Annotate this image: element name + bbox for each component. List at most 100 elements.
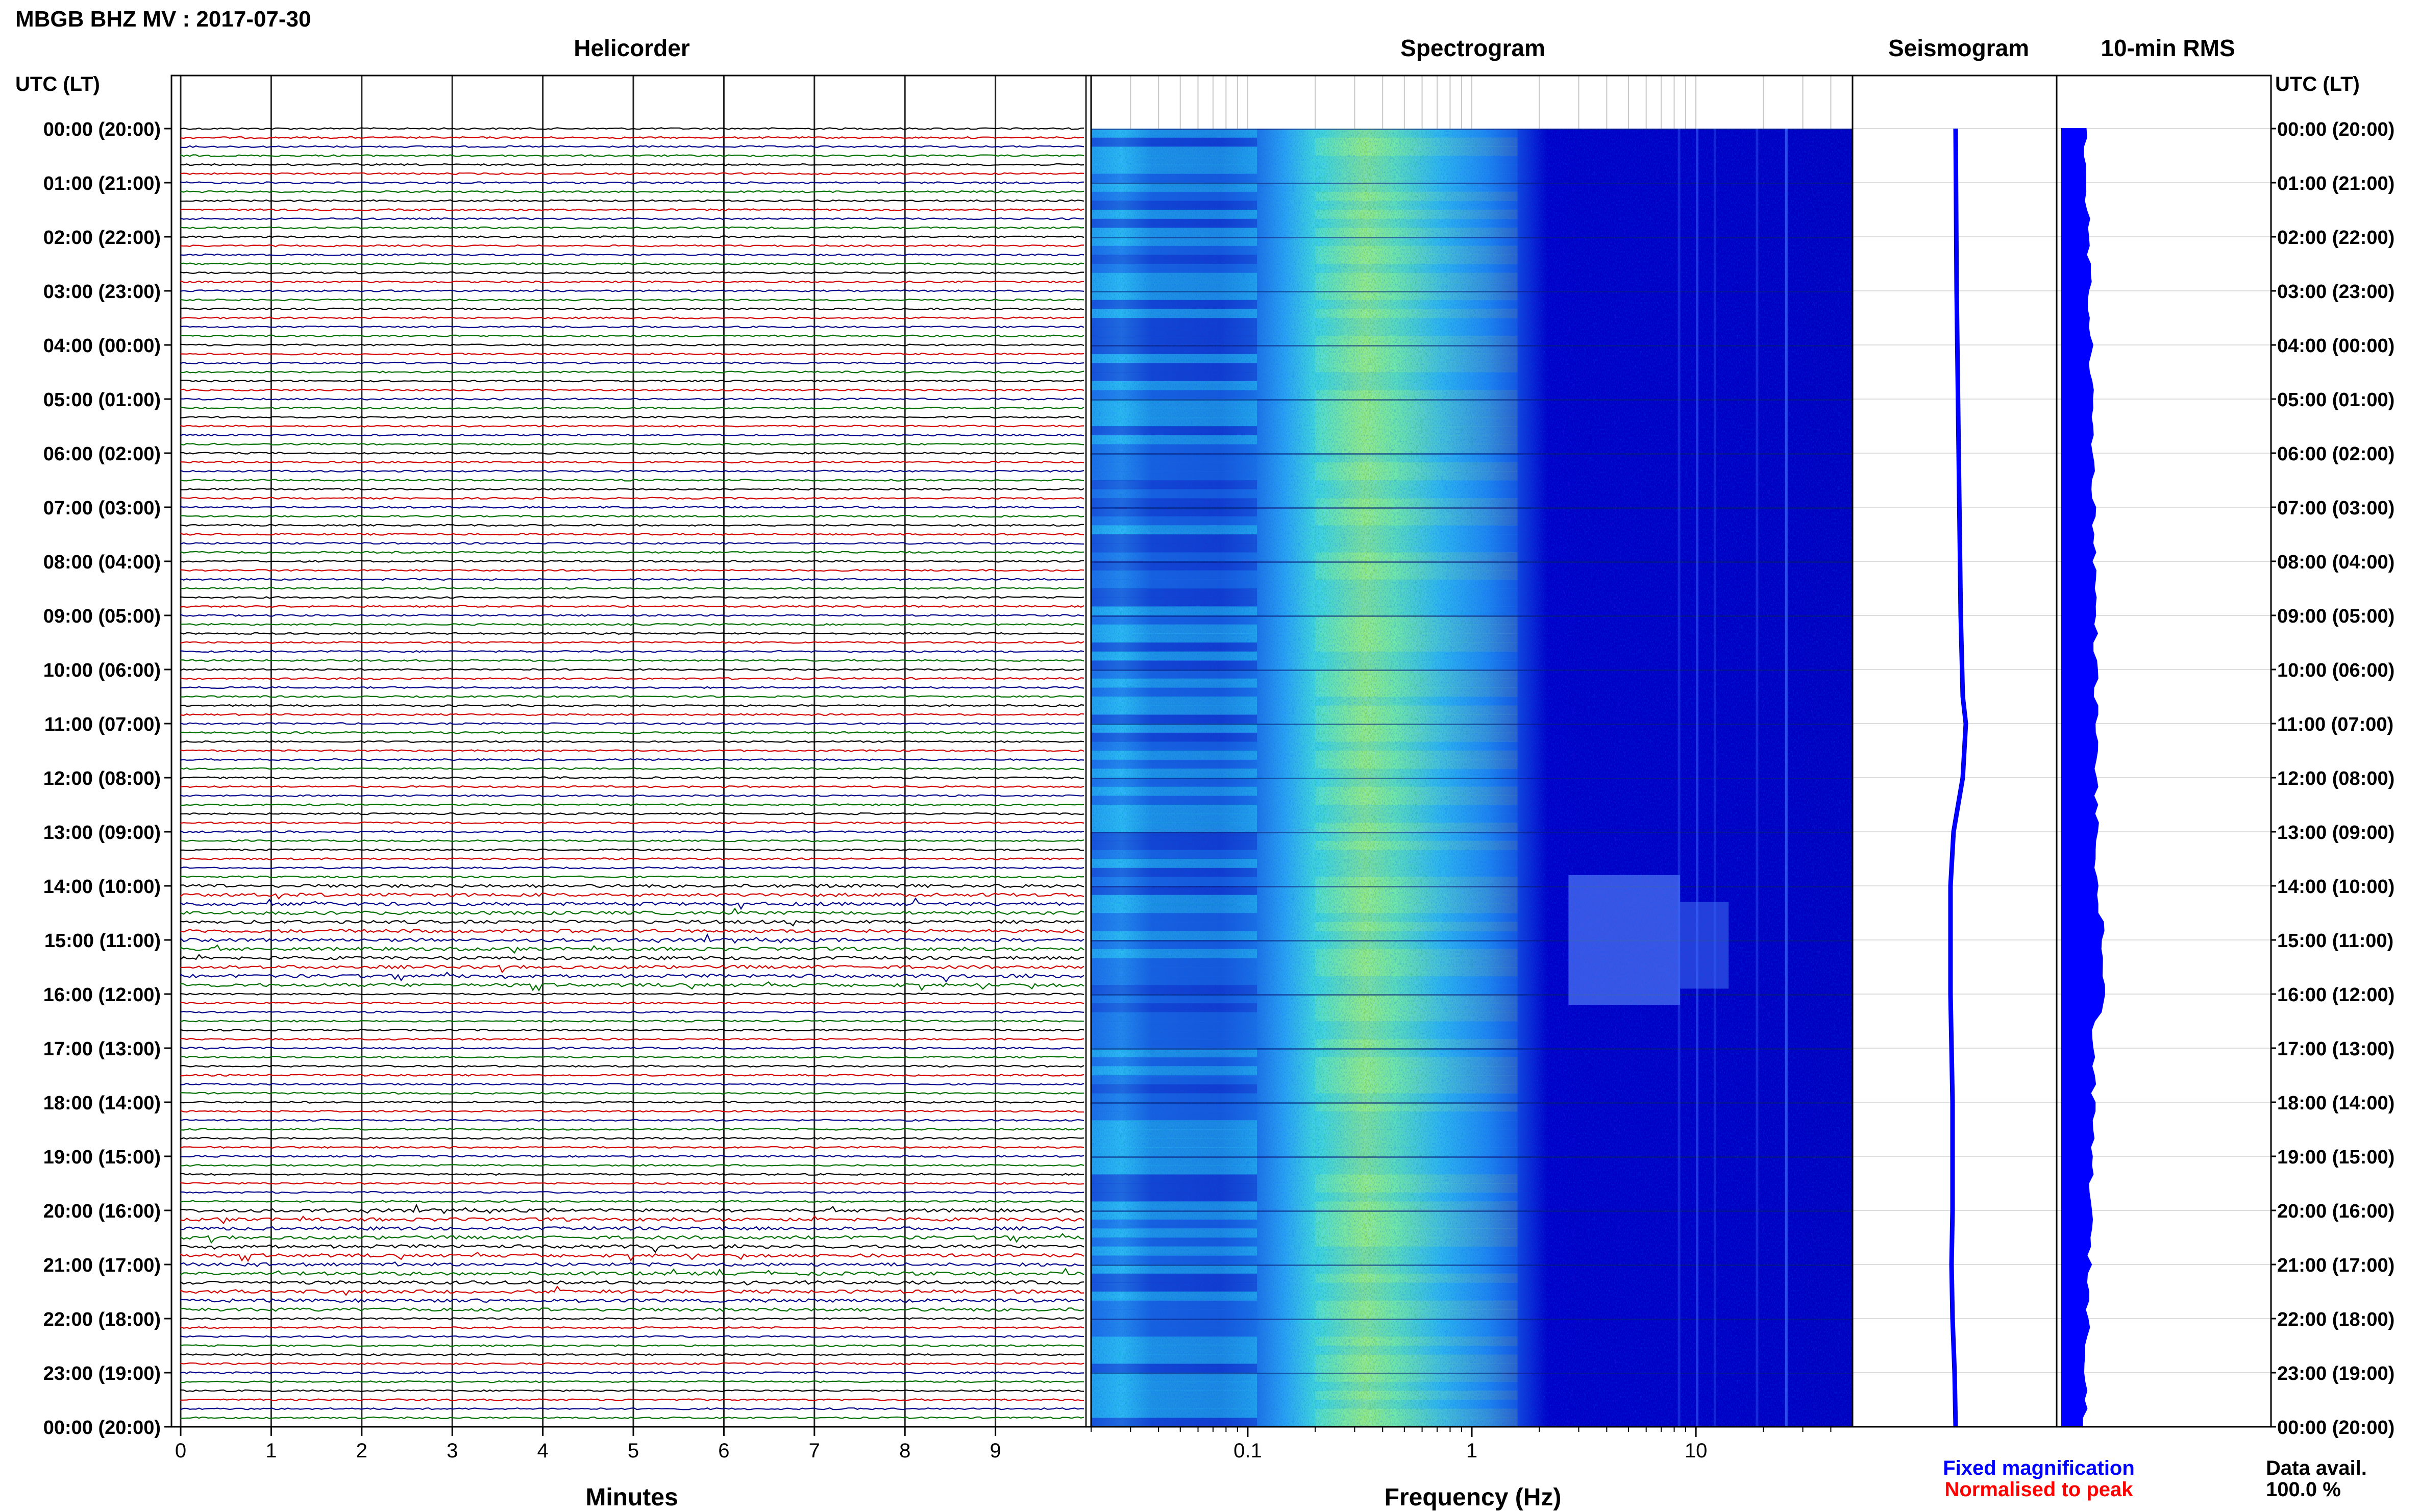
- time-tick-label-right: 06:00 (02:00): [2277, 443, 2395, 465]
- helicorder-trace-line: [180, 1028, 1084, 1032]
- time-tick-label-left: 01:00 (21:00): [43, 173, 161, 194]
- helicorder-trace-line: [180, 190, 1084, 193]
- helicorder-trace-line: [180, 1203, 1084, 1214]
- minute-tick-label: 1: [265, 1440, 277, 1462]
- helicorder-trace-line: [180, 677, 1084, 680]
- helicorder-trace-line: [180, 460, 1084, 464]
- utc-left-label: UTC (LT): [15, 73, 100, 95]
- helicorder-trace-line: [180, 1380, 1084, 1383]
- time-tick-label-right: 09:00 (05:00): [2277, 606, 2395, 627]
- time-tick-label-left: 03:00 (23:00): [43, 281, 161, 303]
- helicorder-trace-line: [180, 1182, 1084, 1185]
- helicorder-trace-line: [180, 172, 1084, 176]
- spectrogram-xlabel: Frequency (Hz): [1385, 1484, 1562, 1511]
- helicorder-trace-line: [180, 1353, 1084, 1356]
- helicorder-trace-line: [180, 1215, 1084, 1225]
- time-tick-label-right: 10:00 (06:00): [2277, 660, 2395, 681]
- helicorder-trace-line: [180, 578, 1084, 581]
- time-tick-label-left: 10:00 (06:00): [43, 660, 161, 681]
- helicorder-trace-line: [180, 1010, 1084, 1014]
- helicorder-trace-line: [180, 812, 1084, 815]
- time-tick-label-left: 04:00 (00:00): [43, 335, 161, 357]
- helicorder-trace-line: [180, 740, 1084, 743]
- spectrogram-panel: 0.1 1 10 Frequency (Hz): [1090, 75, 1854, 1511]
- data-availability-label: Data avail.: [2266, 1457, 2367, 1479]
- helicorder-trace-line: [180, 533, 1084, 536]
- rms-panel: [2056, 75, 2272, 1428]
- time-axis-left: 00:00 (20:00) 01:00 (21:00) 02:00 (22:00) 0…: [43, 119, 171, 1439]
- helicorder-trace-line: [180, 469, 1084, 473]
- time-tick-label-left: 17:00 (13:00): [43, 1038, 161, 1060]
- helicorder-trace-line: [180, 964, 1084, 974]
- time-tick-label-left: 06:00 (02:00): [43, 443, 161, 465]
- helicorder-trace-line: [180, 154, 1084, 157]
- helicorder-trace-line: [180, 866, 1084, 870]
- time-tick-label-right: 12:00 (08:00): [2277, 768, 2395, 789]
- time-tick-label-left: 08:00 (04:00): [43, 552, 161, 573]
- helicorder-trace-line: [180, 361, 1084, 365]
- helicorder-trace-line: [180, 1001, 1084, 1005]
- helicorder-trace-line: [180, 1109, 1084, 1113]
- helicorder-trace-line: [180, 933, 1084, 944]
- helicorder-trace-line: [180, 1344, 1084, 1347]
- helicorder-trace-line: [180, 1268, 1084, 1276]
- helicorder-trace-line: [180, 686, 1084, 689]
- helicorder-trace-line: [180, 1128, 1084, 1131]
- helicorder-trace-line: [180, 1064, 1084, 1068]
- spectrogram-line-feature: [1785, 129, 1788, 1427]
- frequency-tick-label: 0.1: [1233, 1440, 1262, 1462]
- helicorder-x-axis: 0 1 2 3 4 5 6 7 8 9: [175, 1427, 1001, 1462]
- helicorder-trace-line: [180, 650, 1084, 653]
- helicorder-trace-line: [180, 1233, 1084, 1244]
- helicorder-trace-line: [180, 897, 1084, 910]
- helicorder-trace-line: [180, 334, 1084, 338]
- helicorder-trace-line: [180, 145, 1084, 148]
- helicorder-trace-line: [180, 1047, 1084, 1050]
- rms-area: [2061, 128, 2106, 1427]
- helicorder-trace-line: [180, 235, 1084, 238]
- helicorder-trace-line: [180, 1146, 1084, 1149]
- spectrogram-title: Spectrogram: [1400, 35, 1545, 61]
- station-title: MBGB BHZ MV : 2017-07-30: [15, 7, 311, 32]
- helicorder-trace-line: [180, 668, 1084, 672]
- helicorder-trace-line: [180, 1244, 1084, 1253]
- helicorder-trace-line: [180, 352, 1084, 356]
- helicorder-trace-line: [180, 1092, 1084, 1095]
- time-tick-label-right: 07:00 (03:00): [2277, 498, 2395, 519]
- time-tick-label-left: 18:00 (14:00): [43, 1093, 161, 1114]
- time-tick-label-left: 12:00 (08:00): [43, 768, 161, 789]
- minute-tick-label: 6: [718, 1440, 729, 1462]
- minute-tick-label: 2: [356, 1440, 367, 1462]
- helicorder-trace-line: [180, 452, 1084, 455]
- helicorder-trace-line: [180, 226, 1084, 230]
- helicorder-trace-line: [180, 1055, 1084, 1059]
- helicorder-trace-line: [180, 244, 1084, 247]
- helicorder-trace-line: [180, 415, 1084, 419]
- helicorder-trace-line: [180, 262, 1084, 265]
- time-tick-label-left: 21:00 (17:00): [43, 1255, 161, 1276]
- legend-fixed-magnification: Fixed magnification: [1943, 1457, 2135, 1479]
- time-tick-label-right: 11:00 (07:00): [2277, 714, 2393, 735]
- helicorder-trace-line: [180, 883, 1084, 888]
- helicorder-trace-line: [180, 1285, 1084, 1296]
- helicorder-trace-line: [180, 208, 1084, 211]
- helicorder-trace-line: [180, 1335, 1084, 1339]
- time-tick-label-right: 18:00 (14:00): [2277, 1093, 2395, 1114]
- helicorder-trace-line: [180, 767, 1084, 771]
- helicorder-trace-line: [180, 307, 1084, 311]
- time-tick-label-left: 16:00 (12:00): [43, 984, 161, 1006]
- helicorder-trace-line: [180, 758, 1084, 761]
- helicorder-trace-line: [180, 370, 1084, 374]
- helicorder-trace-line: [180, 325, 1084, 329]
- helicorder-trace-line: [180, 388, 1084, 392]
- minute-tick-label: 7: [809, 1440, 820, 1462]
- spectrogram-x-axis: 0.1 1 10: [1091, 1427, 1832, 1462]
- helicorder-trace-line: [180, 928, 1084, 933]
- helicorder-trace-line: [180, 514, 1084, 518]
- time-tick-label-left: 05:00 (01:00): [43, 389, 161, 411]
- spectrogram-line-feature: [1677, 129, 1681, 1427]
- helicorder-trace-line: [180, 875, 1084, 879]
- helicorder-trace-line: [180, 785, 1084, 788]
